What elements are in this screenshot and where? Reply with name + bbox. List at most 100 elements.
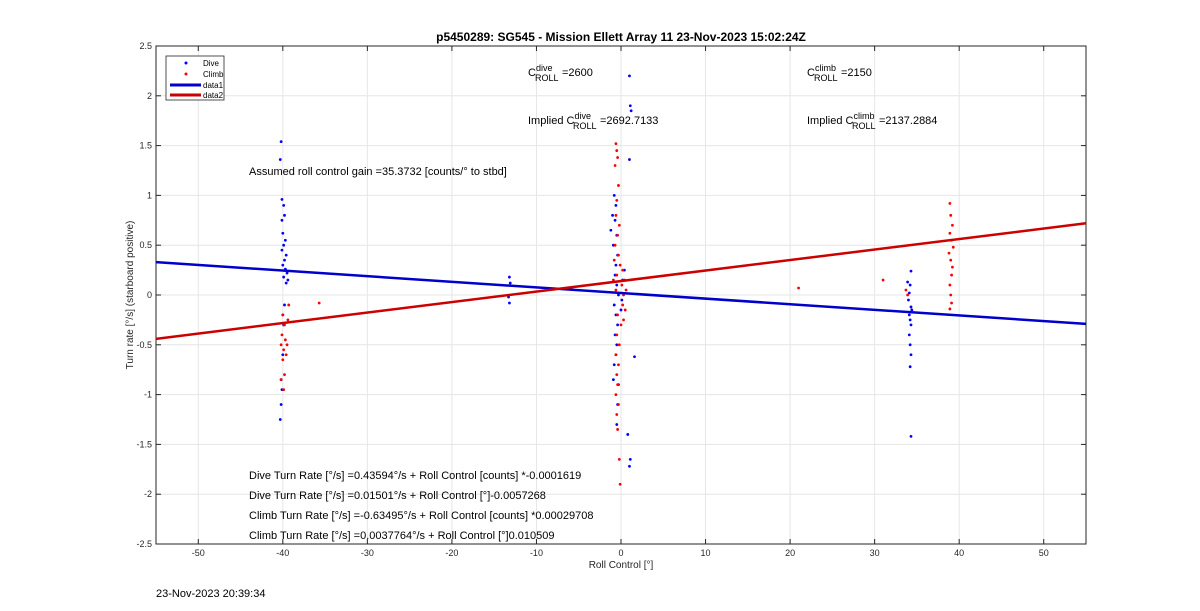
climb-equation-counts: Climb Turn Rate [°/s] =-0.63495°/s + Rol…: [249, 510, 594, 522]
point-dive: [616, 323, 620, 327]
point-climb: [612, 258, 616, 262]
point-dive: [615, 283, 619, 287]
x-tick-label: 50: [1039, 548, 1049, 558]
point-dive: [908, 343, 912, 347]
point-climb: [615, 333, 619, 337]
point-dive: [628, 104, 632, 108]
point-climb: [617, 457, 621, 461]
point-dive: [628, 457, 632, 461]
point-climb: [623, 308, 627, 312]
point-climb: [950, 301, 953, 305]
x-tick-label: -20: [445, 548, 458, 558]
point-climb: [616, 156, 620, 159]
point-climb: [950, 273, 953, 277]
point-dive: [907, 333, 911, 337]
point-climb: [616, 428, 620, 431]
point-dive: [278, 418, 282, 421]
axis-ticks: -50 -40 -30 -20 -10 0 10 20 30 40 50-2.5-2-1.5-1-0…: [136, 41, 1086, 558]
point-dive: [508, 301, 511, 305]
dive-equation-counts: Dive Turn Rate [°/s] =0.43594°/s + Roll …: [249, 470, 581, 482]
point-dive: [280, 197, 284, 201]
point-climb: [614, 213, 618, 217]
legend-data1-label: data1: [203, 81, 224, 90]
implied-c-roll-climb-annotation: Implied Cclimb ROLL =2137.2884: [807, 111, 937, 131]
point-dive: [282, 275, 286, 279]
point-climb: [951, 265, 954, 269]
y-tick-label: 2: [147, 91, 152, 101]
point-dive: [909, 435, 913, 438]
point-dive: [906, 280, 910, 284]
point-dive: [619, 308, 623, 312]
x-tick-label: -10: [530, 548, 543, 558]
point-climb: [615, 373, 619, 377]
point-climb: [286, 318, 290, 322]
point-climb: [617, 343, 621, 347]
point-dive: [628, 158, 631, 161]
x-tick-label: 10: [701, 548, 711, 558]
y-tick-label: -2.5: [136, 539, 152, 549]
point-climb: [951, 223, 954, 227]
point-climb: [615, 273, 619, 277]
point-dive: [283, 258, 286, 262]
point-climb: [615, 149, 619, 152]
footer-timestamp: 23-Nov-2023 20:39:34: [156, 588, 266, 600]
point-climb: [797, 286, 800, 290]
point-climb: [616, 313, 620, 317]
point-climb: [624, 288, 628, 292]
point-climb: [617, 403, 620, 406]
y-tick-label: -0.5: [136, 340, 152, 350]
point-dive: [284, 281, 288, 285]
point-dive: [279, 403, 283, 406]
point-dive: [280, 248, 284, 252]
fit-line-data2: [155, 222, 1087, 341]
point-dive: [629, 109, 633, 113]
point-dive: [909, 269, 913, 273]
point-climb: [614, 142, 618, 146]
x-tick-label: -30: [361, 548, 374, 558]
point-climb: [616, 233, 620, 237]
c-roll-climb-annotation: Cclimb ROLL =2150: [807, 63, 872, 83]
point-climb: [284, 353, 288, 357]
series: [155, 74, 1087, 486]
point-climb: [622, 318, 625, 322]
x-tick-label: -40: [276, 548, 289, 558]
point-dive: [286, 278, 290, 282]
point-dive: [628, 464, 631, 468]
point-dive: [609, 228, 613, 232]
climb-equation-degrees: Climb Turn Rate [°/s] =0.0037764°/s + Ro…: [249, 530, 554, 542]
point-climb: [283, 373, 286, 377]
point-climb: [279, 378, 283, 382]
dive-equation-degrees: Dive Turn Rate [°/s] =0.01501°/s + Roll …: [249, 490, 546, 502]
point-dive: [909, 353, 913, 357]
point-dive: [283, 303, 286, 307]
point-dive: [910, 308, 914, 312]
y-tick-label: 1.5: [139, 141, 152, 151]
point-dive: [612, 303, 616, 307]
chart-title: p5450289: SG545 - Mission Ellett Array 1…: [436, 30, 806, 44]
point-dive: [508, 281, 512, 285]
point-climb: [613, 164, 617, 167]
point-dive: [909, 323, 913, 327]
point-climb: [614, 393, 618, 396]
point-climb: [282, 388, 286, 392]
point-climb: [317, 301, 321, 305]
x-tick-label: 0: [618, 548, 623, 558]
point-dive: [626, 433, 630, 436]
point-dive: [614, 263, 618, 267]
y-axis-label: Turn rate [°/s] (starboard positive): [125, 221, 136, 370]
point-dive: [617, 293, 620, 297]
point-climb: [904, 288, 908, 292]
point-dive: [508, 275, 511, 279]
point-climb: [287, 303, 291, 307]
point-climb: [948, 201, 952, 205]
point-climb: [619, 323, 623, 327]
x-tick-label: 40: [954, 548, 964, 558]
y-tick-label: 2.5: [139, 41, 152, 51]
point-climb: [949, 213, 953, 217]
legend-climb-label: Climb: [203, 70, 224, 79]
c-roll-dive-annotation: Cdive ROLL =2600: [528, 63, 593, 83]
point-climb: [618, 482, 622, 486]
point-climb: [614, 353, 618, 357]
x-axis-label: Roll Control [°]: [589, 560, 654, 571]
